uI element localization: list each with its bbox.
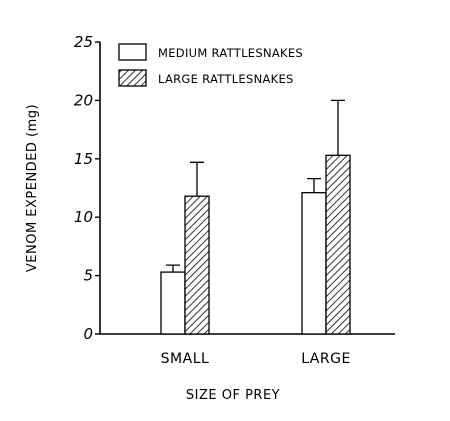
y-tick-label: 0 (83, 325, 93, 343)
legend-label-large: LARGE RATTLESNAKES (158, 72, 294, 86)
error-bar-large-large (331, 99, 345, 156)
legend: MEDIUM RATTLESNAKES LARGE RATTLESNAKES (118, 43, 303, 87)
bar-large-small (184, 195, 210, 335)
error-bar-large-small (190, 161, 204, 197)
y-tick-label: 25 (74, 33, 93, 51)
legend-swatch-medium (118, 43, 147, 61)
error-bar-medium-large (307, 178, 321, 193)
y-tick-label: 20 (74, 91, 93, 109)
legend-swatch-large (118, 69, 147, 87)
y-ticks: 0 5 10 15 20 25 (74, 33, 100, 343)
y-tick-label: 15 (74, 150, 93, 168)
legend-label-medium: MEDIUM RATTLESNAKES (158, 46, 303, 60)
category-label-small: SMALL (161, 351, 210, 367)
bars (160, 99, 351, 335)
y-axis-title: VENOM EXPENDED (mg) (25, 104, 40, 272)
category-label-large: LARGE (301, 351, 351, 367)
bar-medium-small (160, 271, 186, 335)
category-labels: SMALL LARGE (161, 351, 351, 367)
y-tick-label: 10 (74, 208, 93, 226)
y-tick-label: 5 (83, 267, 93, 285)
x-axis-title: SIZE OF PREY (186, 388, 280, 403)
bar-large-large (325, 154, 351, 335)
error-bar-medium-small (166, 264, 180, 273)
bar-medium-large (301, 192, 327, 335)
